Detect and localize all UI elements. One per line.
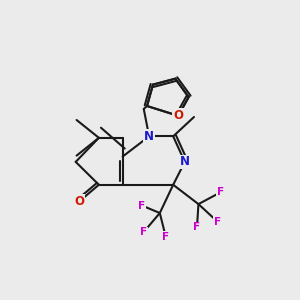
Text: F: F xyxy=(140,227,147,237)
Text: F: F xyxy=(194,222,200,232)
Text: O: O xyxy=(173,109,183,122)
Text: F: F xyxy=(217,187,224,197)
Text: O: O xyxy=(75,195,85,208)
Text: F: F xyxy=(214,217,221,227)
Text: F: F xyxy=(162,232,169,242)
Text: N: N xyxy=(144,130,154,143)
Text: N: N xyxy=(180,155,190,168)
Text: F: F xyxy=(138,201,146,211)
